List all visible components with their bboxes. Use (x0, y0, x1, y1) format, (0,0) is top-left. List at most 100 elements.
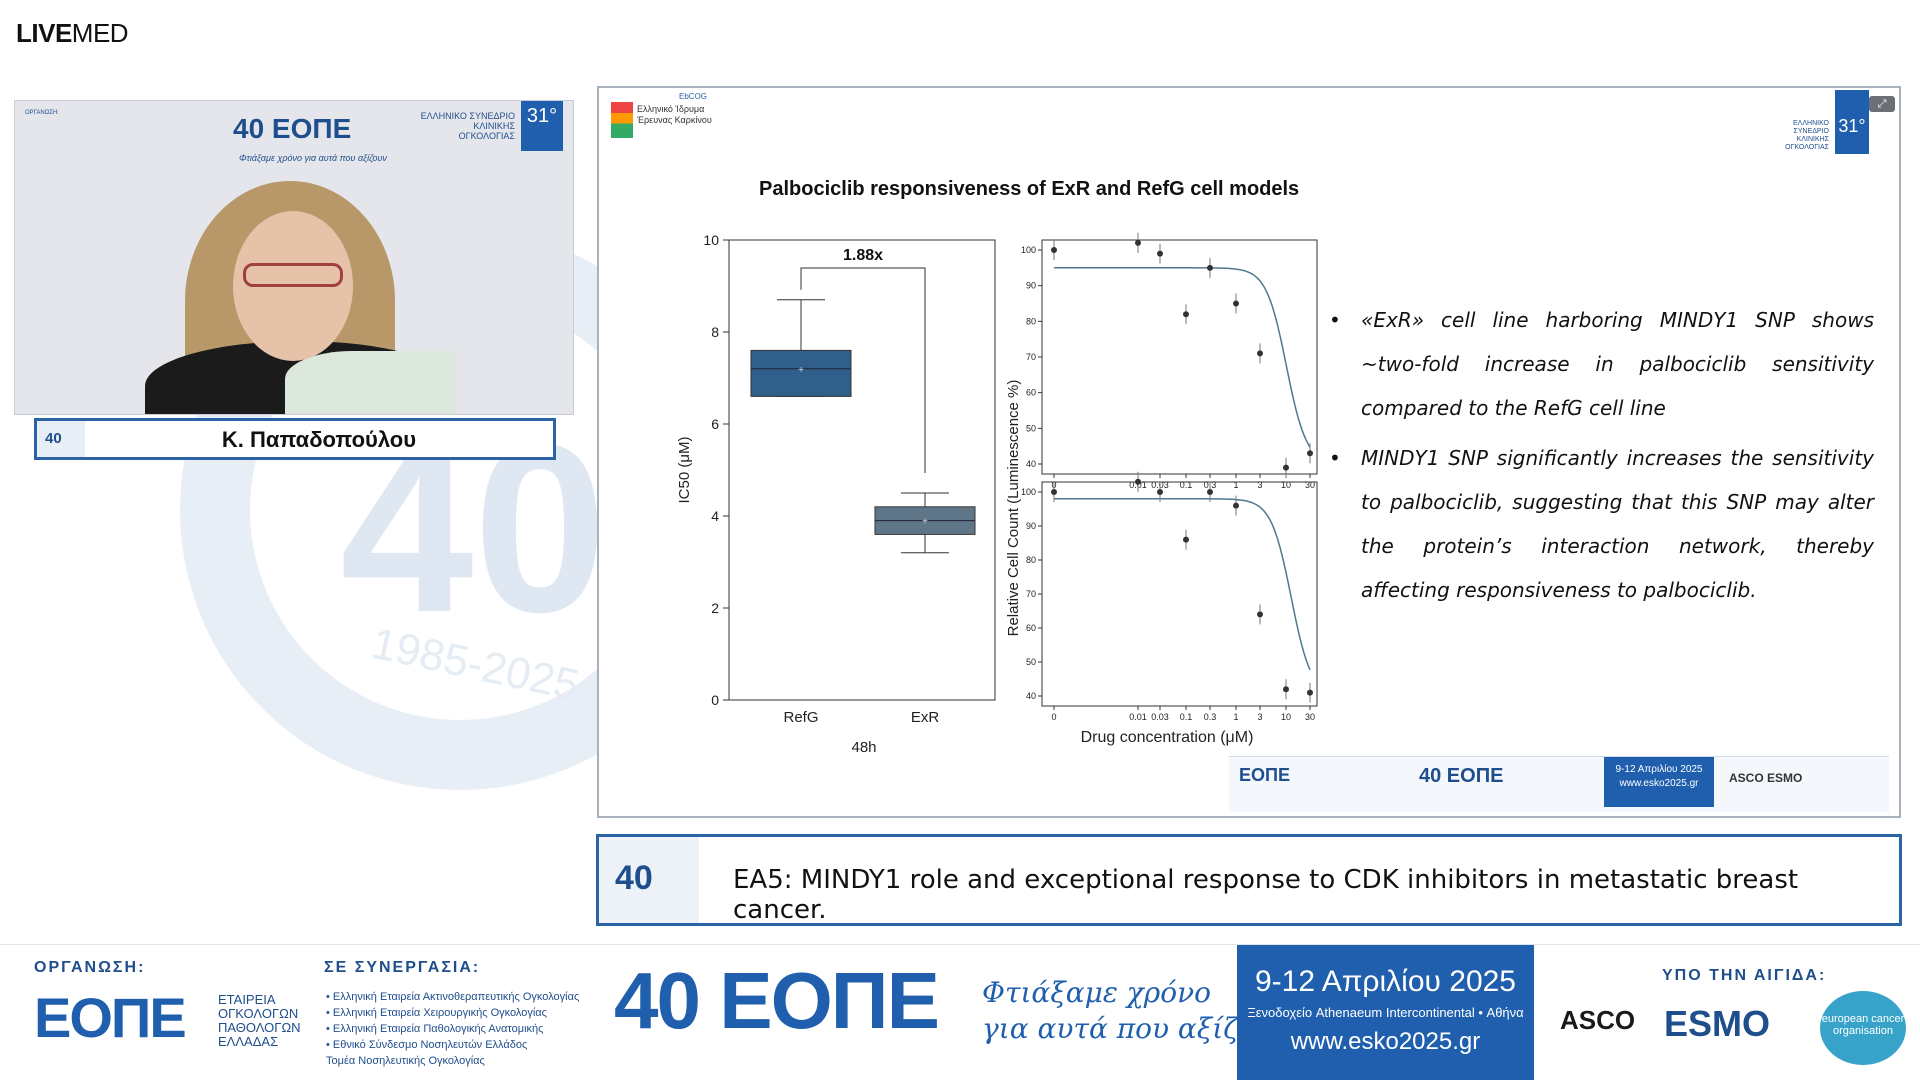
y-tick-label: 10 (703, 232, 719, 248)
y-tick-label: 2 (711, 600, 719, 616)
speaker-shirt (285, 351, 455, 414)
y-tick-label: 90 (1026, 281, 1036, 291)
data-point (1157, 250, 1163, 257)
x-tick-label: 0.3 (1204, 712, 1217, 722)
x-tick-label: 30 (1305, 480, 1315, 490)
dates-box: 9-12 Απριλίου 2025 Ξενοδοχείο Athenaeum … (1237, 945, 1534, 1080)
y-tick-label: 100 (1021, 487, 1036, 497)
x-tick-label: 0.01 (1129, 712, 1147, 722)
x-axis-label: 48h (851, 739, 876, 756)
slogan: Φτιάξαμε χρόνο για αυτά που αξίζουν (982, 976, 1290, 1045)
caption-text: ΕΑ5: MINDY1 role and exceptional respons… (733, 865, 1799, 925)
eope-subtitle: ΕΤΑΙΡΕΙΑ ΟΓΚΟΛΟΓΩΝ ΠΑΘΟΛΟΓΩΝ ΕΛΛΑΔΑΣ (218, 992, 301, 1049)
caption-badge-icon: 40 (599, 837, 699, 923)
y-tick-label: 80 (1026, 555, 1036, 565)
slide-footer-banner: ΕΟΠΕ 40 ΕΟΠΕ 9-12 Απριλίου 2025 www.esko2… (1229, 756, 1889, 812)
y-tick-label: 0 (711, 692, 719, 708)
asco-logo: ASCO (1560, 1005, 1636, 1035)
fit-curve (1054, 498, 1311, 671)
data-point (1283, 686, 1289, 693)
boxplot-chart: 0 2 4 6 8 10 IC50 (μM) + RefG + ExR 48h 1.88x (676, 232, 996, 756)
video-logo: 40 ΕΟΠΕ (233, 113, 352, 144)
x-tick-label: 0.03 (1151, 712, 1169, 722)
expand-icon[interactable]: ⤢ (1869, 96, 1895, 112)
fit-curve (1054, 267, 1311, 448)
data-point (1283, 464, 1289, 471)
data-point (1307, 450, 1313, 457)
y-axis-label: IC50 (μM) (676, 437, 693, 504)
speaker-name: Κ. Παπαδοπούλου (221, 427, 417, 452)
y-tick-label: 8 (711, 324, 719, 340)
sponsor-banner: ΟΡΓΑΝΩΣΗ: ΕΟΠΕ ΕΤΑΙΡΕΙΑ ΟΓΚΟΛΟΓΩΝ ΠΑΘΟΛΟΓΩ… (0, 944, 1920, 1080)
data-point (1051, 489, 1057, 495)
data-point (1307, 689, 1313, 696)
x-tick-label: 10 (1281, 712, 1291, 722)
y-tick-label: 40 (1026, 459, 1036, 469)
x-tick-label: 10 (1281, 480, 1291, 490)
y-tick-label: 90 (1026, 521, 1036, 531)
bullet-item: MINDY1 SNP significantly increases the s… (1329, 436, 1874, 612)
syn-heading: ΣΕ ΣΥΝΕΡΓΑΣΙΑ: (324, 959, 481, 976)
syn-list: • Ελληνική Εταιρεία Ακτινοθεραπευτικής Ο… (326, 991, 580, 1067)
data-point (1257, 611, 1263, 618)
y-tick-label: 70 (1026, 352, 1036, 362)
y-tick-label: 100 (1021, 245, 1036, 255)
boxplot-frame (728, 239, 996, 701)
data-point (1135, 239, 1141, 246)
dose-frame (1041, 481, 1318, 707)
data-point (1207, 489, 1213, 495)
significance-bracket (800, 267, 926, 473)
fold-annotation: 1.88x (843, 247, 883, 264)
x-tick-label: RefG (783, 709, 818, 726)
data-point (1257, 350, 1263, 357)
speaker-name-bar: 40 Κ. Παπαδοπούλου (34, 418, 556, 460)
x-tick-label: ExR (911, 709, 940, 726)
x-tick-label: 0.1 (1180, 480, 1193, 490)
box-mean: + (922, 517, 928, 528)
data-point (1183, 536, 1189, 543)
y-tick-label: 70 (1026, 589, 1036, 599)
dose-curve-bottom: 40 50 60 70 80 90 100 0 0.01 0.03 0.1 0.3 1 3 10 30 (1021, 471, 1318, 722)
data-point (1183, 311, 1189, 318)
eope-logo: ΕΟΠΕ (34, 986, 187, 1049)
heri-logo: Ελληνικό Ίδρυμα Έρευνας Καρκίνου (611, 98, 731, 158)
y-tick-label: 40 (1026, 691, 1036, 701)
box-RefG (750, 349, 852, 397)
bullet-item: «ExR» cell line harboring MINDY1 SNP sho… (1329, 298, 1874, 430)
livemed-logo: LIVEMED (16, 18, 129, 48)
dose-xlabel: Drug concentration (μM) (1081, 729, 1254, 746)
speaker-video: ΟΡΓΑΝΩΣΗ: 40 ΕΟΠΕ Φτιάξαμε χρόνο για αυτ… (14, 100, 574, 415)
video-esko-logo: ΕΛΛΗΝΙΚΟ ΣΥΝΕΔΡΙΟ ΚΛΙΝΙΚΗΣ ΟΓΚΟΛΟΓΙΑΣ 31… (415, 101, 563, 151)
eco-logo: european cancer organisation (1820, 991, 1906, 1065)
y-tick-label: 4 (711, 508, 719, 524)
data-point (1233, 300, 1239, 307)
speaker-glasses (243, 263, 343, 287)
data-point (1233, 502, 1239, 509)
y-tick-label: 80 (1026, 316, 1036, 326)
aig-heading: ΥΠΟ ΤΗΝ ΑΙΓΙΔΑ: (1662, 967, 1827, 984)
video-org-label: ΟΡΓΑΝΩΣΗ: (25, 110, 59, 116)
data-point (1207, 264, 1213, 271)
data-point (1051, 247, 1057, 253)
y-tick-label: 50 (1026, 423, 1036, 433)
session-caption: 40 ΕΑ5: MINDY1 role and exceptional resp… (596, 834, 1902, 926)
eope-40-logo: 40 ΕΟΠΕ (614, 956, 940, 1045)
y-tick-label: 60 (1026, 623, 1036, 633)
name-badge-icon: 40 (37, 421, 85, 457)
data-point (1135, 478, 1141, 485)
dose-ylabel: Relative Cell Count (Luminescence %) (1005, 380, 1022, 637)
slide-title: Palbociclib responsiveness of ExR and Re… (759, 178, 1300, 200)
x-tick-label: 30 (1305, 712, 1315, 722)
y-tick-label: 6 (711, 416, 719, 432)
presentation-slide: Ελληνικό Ίδρυμα Έρευνας Καρκίνου EbCOG Ε… (597, 86, 1901, 818)
y-tick-label: 60 (1026, 388, 1036, 398)
x-tick-label: 0 (1051, 712, 1056, 722)
ebcog-logo: EbCOG (679, 92, 708, 101)
x-tick-label: 3 (1257, 480, 1262, 490)
x-tick-label: 1 (1233, 712, 1238, 722)
slide-esko-logo: ΕΛΛΗΝΙΚΟ ΣΥΝΕΔΡΙΟ ΚΛΙΝΙΚΗΣ ΟΓΚΟΛΟΓΙΑΣ 31… (1779, 90, 1869, 154)
dose-frame (1041, 239, 1318, 475)
